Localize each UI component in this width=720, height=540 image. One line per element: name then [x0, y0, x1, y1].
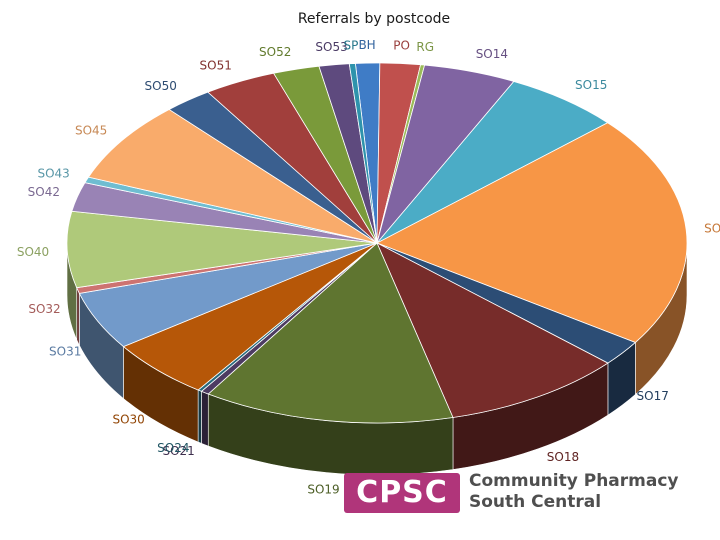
slice-so40: [66, 210, 378, 289]
logo-line-2: South Central: [469, 492, 602, 512]
logo-badge: CPSC: [344, 473, 460, 513]
slice-so19: [207, 242, 454, 424]
label-sp: SP: [343, 39, 358, 53]
slice-sp: [348, 63, 378, 244]
label-so15: SO15: [575, 78, 607, 92]
label-so53: SO53: [315, 40, 347, 54]
label-so31: SO31: [49, 344, 81, 358]
label-bh: BH: [358, 38, 375, 52]
slice-so18: [376, 242, 609, 418]
label-so16: SO16: [704, 222, 720, 236]
label-so51: SO51: [200, 58, 232, 72]
slice-so45: [87, 109, 378, 244]
logo-line-1: Community Pharmacy: [469, 471, 679, 491]
label-so32: SO32: [28, 302, 60, 316]
label-so21: SO21: [162, 444, 194, 458]
pie-side-walls: [66, 242, 688, 476]
slice-so16: [376, 122, 688, 343]
label-so19: SO19: [307, 483, 339, 497]
label-so52: SO52: [259, 45, 291, 59]
slice-so15: [376, 81, 609, 244]
label-so42: SO42: [28, 185, 60, 199]
label-so45: SO45: [75, 123, 107, 137]
label-so24: SO24: [157, 441, 189, 455]
label-so18: SO18: [547, 450, 579, 464]
side-wall-so24: [197, 389, 202, 444]
label-po: PO: [393, 39, 410, 53]
label-so14: SO14: [476, 47, 508, 61]
label-so43: SO43: [37, 167, 69, 181]
pie-slices: [66, 62, 688, 424]
cpsc-logo: CPSC Community Pharmacy South Central: [344, 470, 684, 516]
label-so50: SO50: [145, 79, 177, 93]
label-rg: RG: [416, 40, 434, 54]
label-so30: SO30: [112, 413, 144, 427]
side-wall-so21: [201, 390, 209, 447]
chart-title: Referrals by postcode: [298, 11, 450, 27]
logo-wordmark: Community Pharmacy South Central: [469, 471, 679, 513]
side-wall-so32: [76, 287, 80, 346]
label-so40: SO40: [17, 245, 49, 259]
label-so17: SO17: [637, 389, 669, 403]
